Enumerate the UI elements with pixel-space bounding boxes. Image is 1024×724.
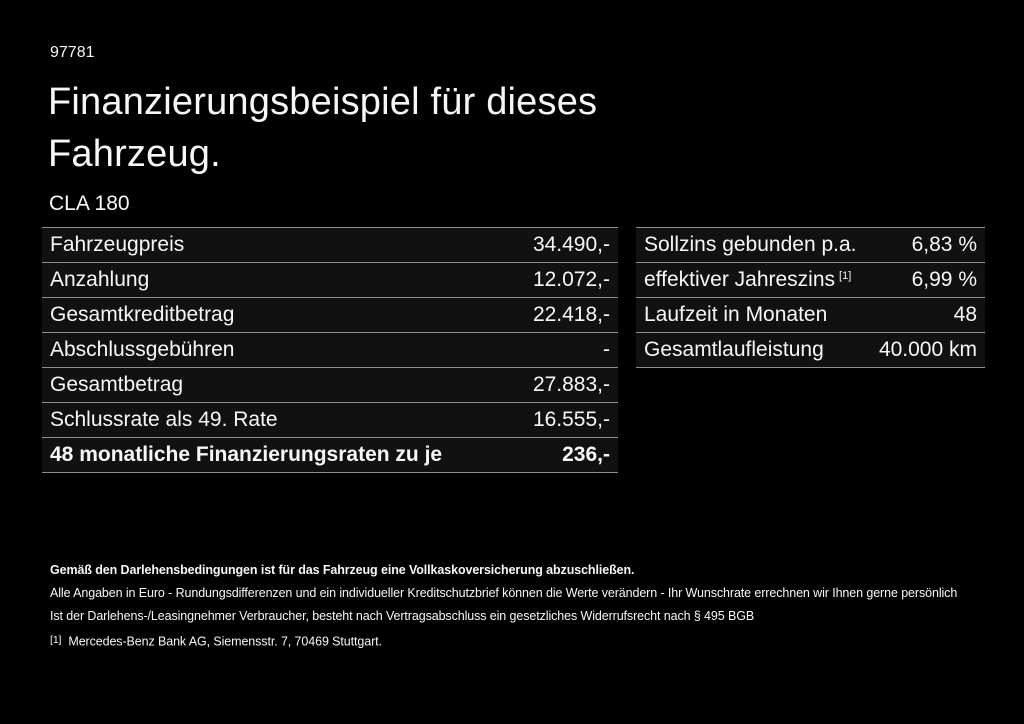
row-label: Gesamtbetrag [50,373,184,396]
row-value: 236,- [562,443,610,466]
bank-reference-text: Mercedes-Benz Bank AG, Siemensstr. 7, 70… [68,634,382,649]
row-label: Abschlussgebühren [50,338,235,361]
table-row-nominal-interest: Sollzins gebunden p.a. 6,83 % [636,228,985,263]
financing-table: Fahrzeugpreis 34.490,- Anzahlung 12.072,… [42,227,618,473]
table-row-total-amount: Gesamtbetrag 27.883,- [42,368,618,403]
footnote-marker: [1] [50,634,62,646]
row-label: Sollzins gebunden p.a. [644,233,857,256]
row-label-text: effektiver Jahreszins [644,268,836,291]
row-value: - [603,338,610,361]
page-title: Finanzierungsbeispiel für dieses Fahrzeu… [48,81,598,175]
insurance-requirement-note: Gemäß den Darlehensbedingungen ist für d… [50,563,635,577]
row-value: 48 [953,303,977,326]
table-row-effective-interest: effektiver Jahreszins [1] 6,99 % [636,263,985,298]
document-number: 97781 [50,44,95,61]
row-value: 6,99 % [911,268,977,291]
row-value: 22.418,- [532,303,610,326]
table-row-final-installment: Schlussrate als 49. Rate 16.555,- [42,403,618,438]
table-row-vehicle-price: Fahrzeugpreis 34.490,- [42,228,618,263]
row-value: 27.883,- [532,373,610,396]
row-label: Schlussrate als 49. Rate [50,408,278,431]
row-label: Gesamtkreditbetrag [50,303,235,326]
row-value: 16.555,- [532,408,610,431]
row-label: Laufzeit in Monaten [644,303,828,326]
row-value: 34.490,- [532,233,610,256]
row-value: 12.072,- [532,268,610,291]
row-label: effektiver Jahreszins [1] [644,268,851,292]
row-value: 6,83 % [911,233,977,256]
table-row-total-credit: Gesamtkreditbetrag 22.418,- [42,298,618,333]
row-label: Anzahlung [50,268,150,291]
bank-reference-note: [1] Mercedes-Benz Bank AG, Siemensstr. 7,… [50,634,382,649]
row-value: 40.000 km [878,338,977,361]
row-label: 48 monatliche Finanzierungsraten zu je [50,443,443,466]
disclaimer-line-1: Alle Angaben in Euro - Rundungsdifferenz… [50,586,958,600]
disclaimer-line-2: Ist der Darlehens-/Leasingnehmer Verbrau… [50,609,755,623]
vehicle-model: CLA 180 [49,192,130,215]
table-row-monthly-rate: 48 monatliche Finanzierungsraten zu je 2… [42,438,618,473]
table-row-term-months: Laufzeit in Monaten 48 [636,298,985,333]
table-row-down-payment: Anzahlung 12.072,- [42,263,618,298]
table-row-total-mileage: Gesamtlaufleistung 40.000 km [636,333,985,368]
conditions-table: Sollzins gebunden p.a. 6,83 % effektiver… [636,227,985,368]
row-label: Gesamtlaufleistung [644,338,824,361]
table-row-closing-fees: Abschlussgebühren - [42,333,618,368]
row-label: Fahrzeugpreis [50,233,185,256]
footnote-reference-mark: [1] [839,270,852,282]
